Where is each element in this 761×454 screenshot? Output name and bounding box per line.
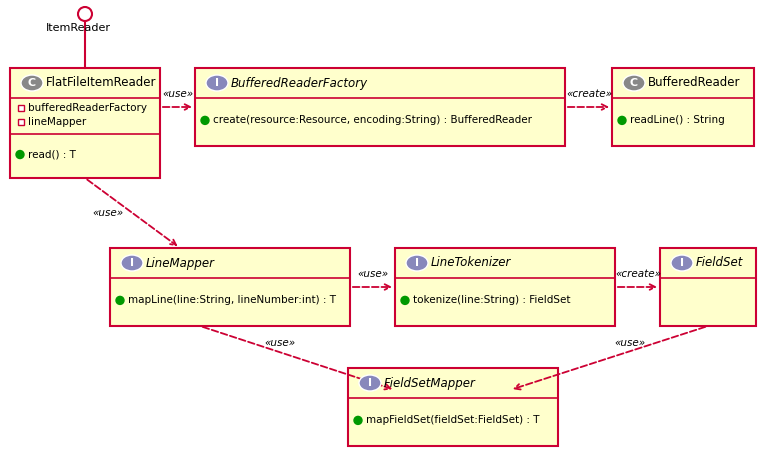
Text: «create»: «create» [615,269,661,279]
Text: create(resource:Resource, encoding:String) : BufferedReader: create(resource:Resource, encoding:Strin… [213,115,532,125]
Text: I: I [415,258,419,268]
Circle shape [354,416,362,424]
Text: tokenize(line:String) : FieldSet: tokenize(line:String) : FieldSet [413,296,571,306]
Bar [18,119,24,125]
Text: FlatFileItemReader: FlatFileItemReader [46,77,157,89]
Circle shape [116,296,124,304]
Bar [660,248,756,326]
Circle shape [16,151,24,158]
Text: I: I [368,378,372,388]
Ellipse shape [671,255,693,271]
Text: lineMapper: lineMapper [28,118,86,128]
Text: FieldSetMapper: FieldSetMapper [384,376,476,390]
Ellipse shape [121,255,143,271]
Text: C: C [630,78,638,88]
Text: mapLine(line:String, lineNumber:int) : T: mapLine(line:String, lineNumber:int) : T [128,296,336,306]
Ellipse shape [21,75,43,91]
Bar [10,68,160,178]
Text: read() : T: read() : T [28,149,76,159]
Text: bufferedReaderFactory: bufferedReaderFactory [28,103,147,113]
Bar [195,68,565,146]
Bar [18,105,24,111]
Text: «create»: «create» [566,89,612,99]
Text: FieldSet: FieldSet [696,257,743,270]
Text: I: I [680,258,684,268]
Circle shape [78,7,92,21]
Text: «use»: «use» [162,89,193,99]
Text: «use»: «use» [264,338,295,348]
Text: BufferedReaderFactory: BufferedReaderFactory [231,77,368,89]
Ellipse shape [623,75,645,91]
Bar [395,248,615,326]
Circle shape [618,116,626,124]
Text: C: C [28,78,36,88]
Circle shape [401,296,409,304]
Text: BufferedReader: BufferedReader [648,77,740,89]
Circle shape [201,116,209,124]
Bar [110,248,350,326]
Text: LineTokenizer: LineTokenizer [431,257,511,270]
Text: I: I [215,78,219,88]
Bar [612,68,754,146]
Text: mapFieldSet(fieldSet:FieldSet) : T: mapFieldSet(fieldSet:FieldSet) : T [366,415,540,425]
Text: «use»: «use» [92,208,123,218]
Text: readLine() : String: readLine() : String [630,115,724,125]
Text: «use»: «use» [614,338,645,348]
Ellipse shape [206,75,228,91]
Text: LineMapper: LineMapper [146,257,215,270]
Bar [348,368,558,446]
Ellipse shape [359,375,381,391]
Text: ItemReader: ItemReader [46,23,111,33]
Text: «use»: «use» [358,269,389,279]
Text: I: I [130,258,134,268]
Ellipse shape [406,255,428,271]
